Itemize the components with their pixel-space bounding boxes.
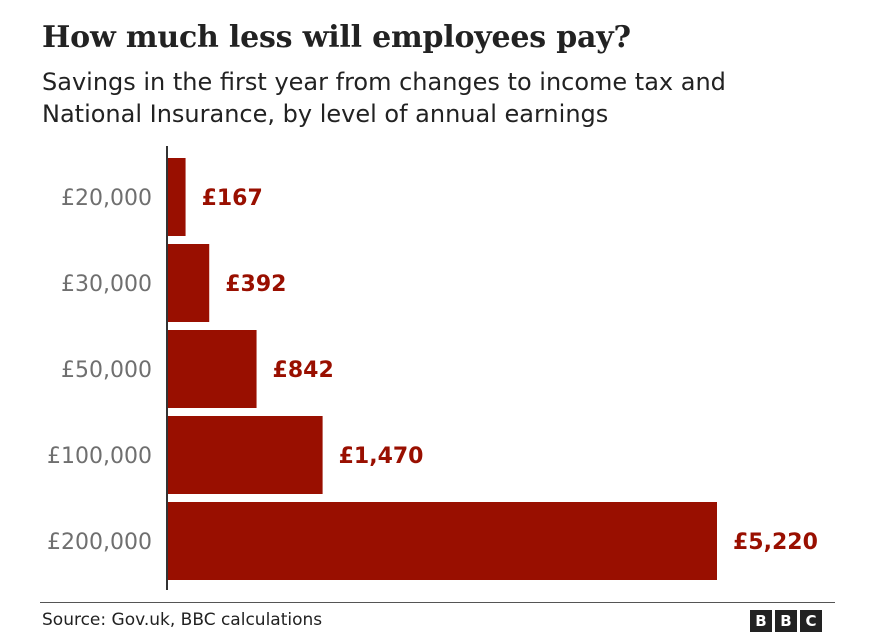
value-label: £842 (273, 358, 334, 383)
value-label: £1,470 (339, 444, 424, 469)
bar-3 (168, 330, 257, 408)
category-label: £30,000 (61, 272, 152, 297)
category-label: £200,000 (47, 530, 152, 555)
bar-1 (168, 158, 186, 236)
bar-4 (168, 416, 323, 494)
source-note: Source: Gov.uk, BBC calculations (42, 610, 323, 630)
logo-letter-3: C (800, 610, 822, 632)
bar-chart: £20,000 £167 £30,000 £392 £50,000 £842 £100,00… (47, 146, 818, 590)
chart-subtitle: Savings in the first year from changes t… (42, 68, 726, 128)
value-label: £5,220 (733, 530, 818, 555)
value-label: £392 (225, 272, 286, 297)
bar-2 (168, 244, 210, 322)
bar-5 (168, 502, 717, 580)
bbc-logo: B B C (750, 610, 822, 632)
bars-layer: £20,000 £167 £30,000 £392 £50,000 £842 £100,00… (47, 158, 818, 580)
logo-letter-1: B (750, 610, 772, 632)
footer-divider (40, 602, 835, 603)
category-label: £100,000 (47, 444, 152, 469)
category-label: £20,000 (61, 186, 152, 211)
value-label: £167 (202, 186, 263, 211)
chart-title: How much less will employees pay? (42, 20, 631, 55)
category-label: £50,000 (61, 358, 152, 383)
logo-letter-2: B (775, 610, 797, 632)
